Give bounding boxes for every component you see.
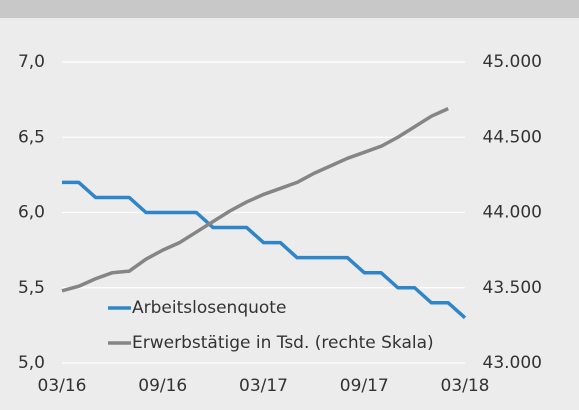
series-line xyxy=(61,107,449,293)
y-tick-label: 7,0 xyxy=(18,52,45,72)
y-tick-label: 5,5 xyxy=(18,278,45,298)
legend-label: Arbeitslosenquote xyxy=(132,298,286,318)
y2-tick-label: 44.500 xyxy=(483,127,542,147)
x-tick-label: 03/16 xyxy=(38,376,87,396)
y2-tick-label: 43.000 xyxy=(483,353,542,373)
legend-label: Erwerbstätige in Tsd. (rechte Skala) xyxy=(132,333,434,353)
y-tick-label: 5,0 xyxy=(18,353,45,373)
header-band xyxy=(0,0,579,18)
x-tick-label: 09/17 xyxy=(340,376,389,396)
y-tick-label: 6,5 xyxy=(18,127,45,147)
y2-tick-label: 43.500 xyxy=(483,278,542,298)
x-tick-label: 03/18 xyxy=(441,376,490,396)
y-tick-label: 6,0 xyxy=(18,203,45,223)
x-tick-label: 09/16 xyxy=(138,376,187,396)
y2-tick-label: 45.000 xyxy=(483,52,542,72)
y2-tick-label: 44.000 xyxy=(483,203,542,223)
series-line xyxy=(62,180,467,320)
x-tick-label: 03/17 xyxy=(239,376,288,396)
